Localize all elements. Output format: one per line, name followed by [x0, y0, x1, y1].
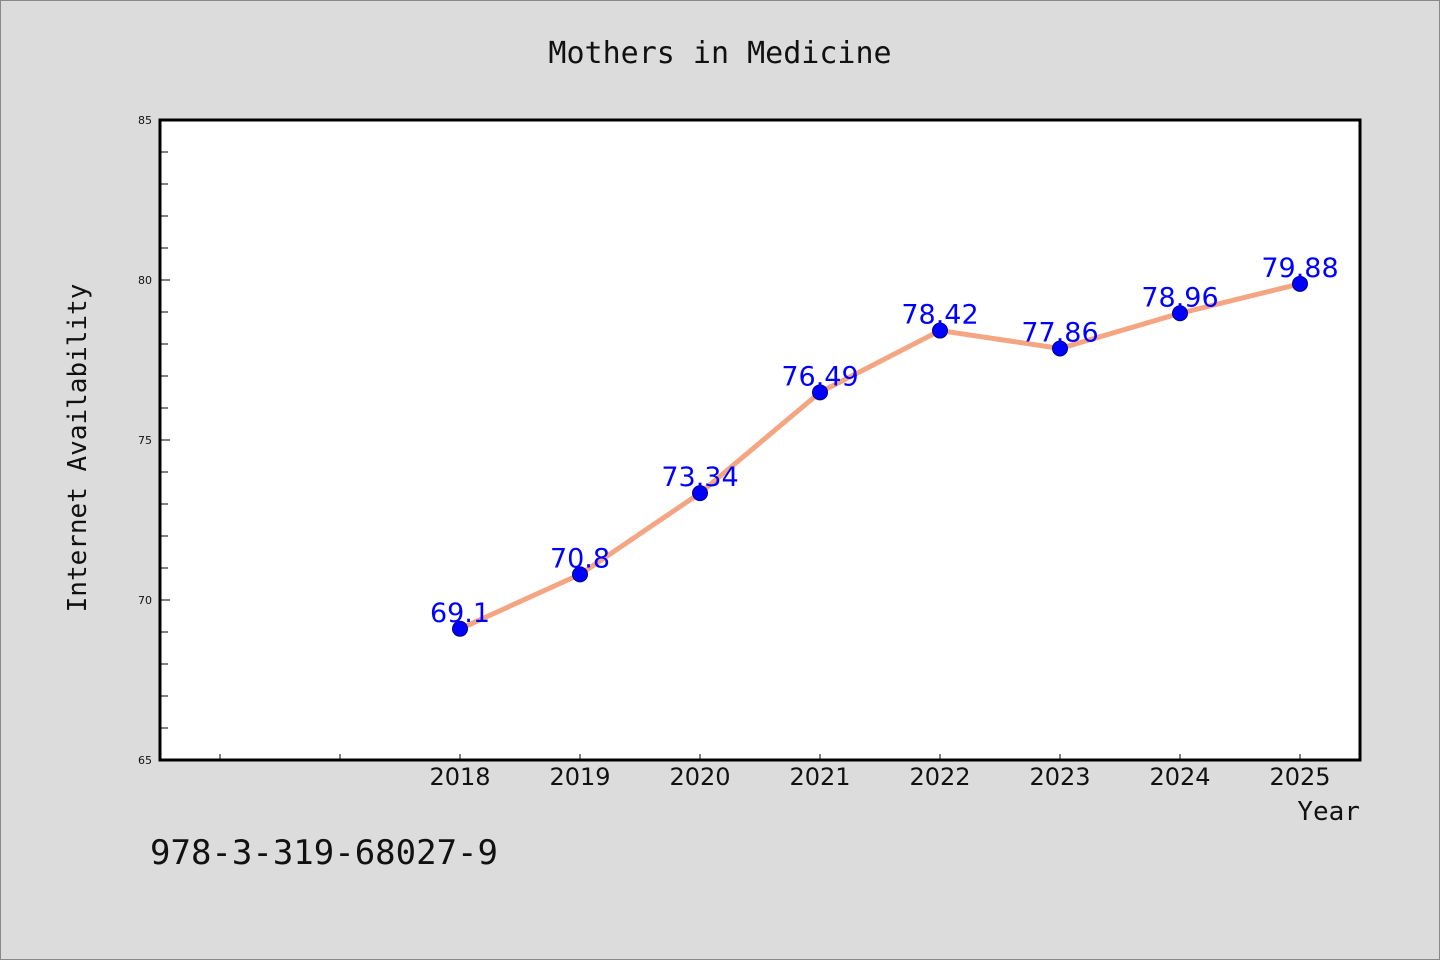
y-tick-label: 85	[138, 114, 152, 127]
y-tick-label: 80	[138, 274, 152, 287]
chart-title: Mothers in Medicine	[548, 36, 891, 71]
x-tick-label: 2021	[789, 763, 850, 791]
data-label: 78.42	[901, 300, 978, 331]
data-point	[452, 620, 468, 637]
y-axis-ticks: 65 70 75 80 85	[138, 114, 170, 767]
series-layer: 69.1 70.8 73.34 76.49 78.42 77.86 78.96 79.88	[430, 253, 1339, 637]
x-axis-label: Year	[1297, 797, 1360, 827]
x-axis-ticks: 2018 2019 2020 2021 2022 2023 2024 2025	[219, 754, 1331, 791]
y-tick-label: 65	[138, 754, 152, 767]
data-point	[1172, 305, 1188, 322]
x-tick-label: 2020	[669, 763, 730, 791]
x-tick-label: 2024	[1149, 763, 1210, 791]
data-point	[1052, 340, 1068, 357]
data-point	[692, 485, 708, 502]
series-line	[457, 281, 1303, 632]
data-label: 73.34	[661, 462, 738, 493]
x-tick-label: 2018	[429, 763, 490, 791]
data-label: 77.86	[1021, 317, 1098, 348]
data-label: 69.1	[430, 598, 490, 629]
x-tick-label: 2022	[909, 763, 970, 791]
y-tick-label: 70	[138, 594, 152, 607]
data-point	[1292, 275, 1308, 292]
data-point	[572, 566, 588, 583]
y-axis-label: Internet Availability	[63, 284, 93, 613]
data-label: 76.49	[781, 361, 858, 392]
x-tick-label: 2019	[549, 763, 610, 791]
data-point	[932, 322, 948, 339]
footer-code: 978-3-319-68027-9	[150, 833, 498, 873]
x-tick-label: 2023	[1029, 763, 1090, 791]
data-point	[812, 384, 828, 401]
data-label: 70.8	[550, 543, 610, 574]
data-label: 78.96	[1141, 282, 1218, 313]
x-tick-label: 2025	[1269, 763, 1330, 791]
data-label: 79.88	[1261, 253, 1338, 284]
y-tick-label: 75	[138, 434, 152, 447]
